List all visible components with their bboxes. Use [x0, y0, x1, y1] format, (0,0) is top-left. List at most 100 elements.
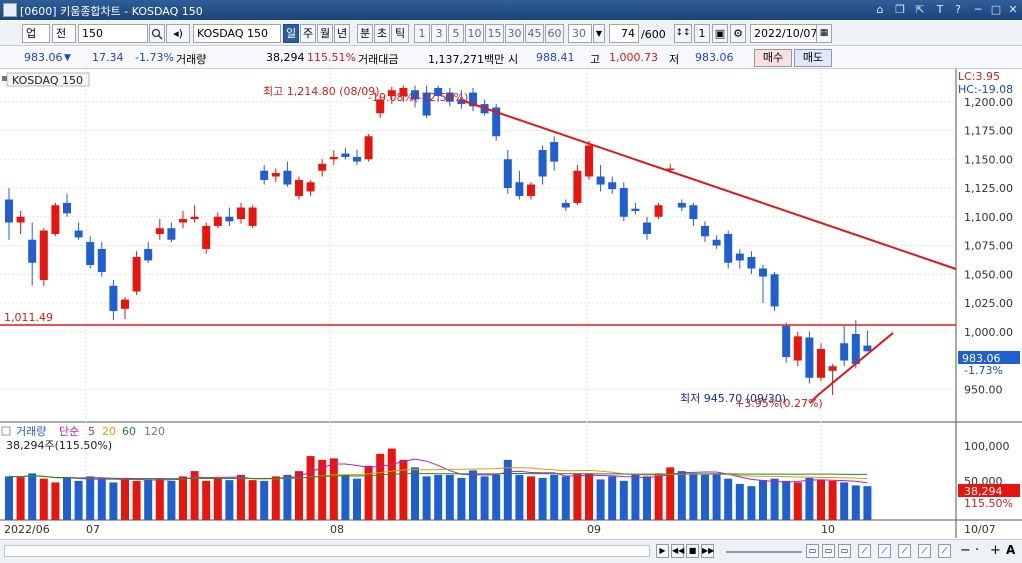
- zoom-slider[interactable]: [726, 551, 802, 553]
- font-icon[interactable]: T: [936, 3, 944, 16]
- scroll-end-icon[interactable]: ▶▶: [701, 544, 714, 558]
- period-button-week[interactable]: 주: [300, 24, 316, 43]
- buy-button[interactable]: 매수: [754, 49, 792, 67]
- candle-body: [654, 205, 663, 217]
- period-button-year[interactable]: 년: [334, 24, 350, 43]
- minute-button-15[interactable]: 15: [485, 24, 504, 43]
- tool-icon-2[interactable]: ⟋: [878, 544, 891, 558]
- search-icon[interactable]: [149, 24, 165, 43]
- candle-body: [144, 248, 153, 261]
- sound-icon[interactable]: ◂): [166, 24, 190, 43]
- minute-button-1[interactable]: 1: [414, 24, 430, 43]
- period-button-minute[interactable]: 분: [357, 24, 373, 43]
- candle-body: [434, 87, 443, 96]
- save-icon[interactable]: ▣: [712, 24, 728, 43]
- volume-bar: [28, 473, 37, 520]
- scroll-start-icon[interactable]: ◀◀: [671, 544, 684, 558]
- tool-icon-1[interactable]: ⟋: [858, 544, 871, 558]
- help-icon[interactable]: ?: [955, 3, 961, 16]
- volume-bar: [422, 476, 431, 520]
- code-input[interactable]: 150: [78, 24, 148, 43]
- chevron-down-icon[interactable]: ▼: [593, 24, 605, 43]
- minute-button-10[interactable]: 10: [465, 24, 484, 43]
- minute-button-45[interactable]: 45: [525, 24, 544, 43]
- restore-icon[interactable]: ❐: [895, 3, 905, 16]
- volume-bar: [51, 482, 60, 520]
- lc-label: LC:3.95: [958, 70, 1000, 83]
- volume-bar: [74, 480, 83, 520]
- layout-icon-1[interactable]: ▭: [806, 544, 819, 558]
- stop-icon[interactable]: ■: [686, 544, 699, 558]
- sell-button[interactable]: 매도: [794, 49, 832, 67]
- candle-body: [132, 257, 141, 292]
- zoom-in-icon[interactable]: +: [990, 543, 1001, 558]
- candle-body: [225, 216, 234, 222]
- low-sub-annotation: +3.95%(0.27%): [735, 397, 823, 410]
- gear-icon[interactable]: ⚙: [730, 24, 746, 43]
- volume-bar: [596, 479, 605, 520]
- candle-body: [341, 153, 350, 157]
- period-button-month[interactable]: 월: [317, 24, 333, 43]
- zoom-icon[interactable]: ↕↕: [674, 24, 692, 43]
- title-bar: [0600] 키움종합차트 - KOSDAQ 150 ⌂ ❐ ⇱ T ? ─ □…: [0, 0, 1022, 20]
- volume-bar: [469, 470, 477, 520]
- x-right-label: 10/07: [964, 523, 996, 536]
- candle-body: [492, 107, 501, 137]
- volume-bar: [585, 473, 593, 520]
- period-button-tick[interactable]: 틱: [391, 24, 409, 43]
- candle-body: [364, 136, 373, 160]
- volume-bar: [237, 474, 245, 520]
- price-chart[interactable]: KOSDAQ 150 최고 1,214.80 (08/09) -19.08%(-…: [0, 69, 1022, 539]
- candle-body: [817, 349, 825, 378]
- horizontal-scrollbar[interactable]: [4, 545, 650, 557]
- home-icon[interactable]: ⌂: [876, 3, 884, 16]
- candle-body: [596, 176, 605, 185]
- maximize-icon[interactable]: □: [990, 3, 1002, 16]
- market-type-select[interactable]: 업: [22, 24, 50, 43]
- layout-icon-3[interactable]: ▭: [838, 544, 851, 558]
- volume-bar: [492, 474, 501, 520]
- reset-zoom-icon[interactable]: ·: [975, 543, 980, 558]
- minute-select[interactable]: 30: [568, 24, 592, 43]
- scroll-right-icon[interactable]: ▶: [656, 544, 669, 558]
- tool-icon-4[interactable]: ⟋: [918, 544, 931, 558]
- volume-bar: [608, 476, 617, 520]
- minute-button-3[interactable]: 3: [431, 24, 447, 43]
- calendar-icon[interactable]: ▦: [816, 24, 832, 43]
- period-button-day[interactable]: 일: [283, 24, 299, 43]
- candle-body: [527, 184, 535, 197]
- minute-button-5[interactable]: 5: [448, 24, 464, 43]
- minute-button-30[interactable]: 30: [505, 24, 524, 43]
- volume-bar: [840, 482, 849, 520]
- stock-name-field[interactable]: KOSDAQ 150: [193, 24, 281, 43]
- date-input[interactable]: 2022/10/07: [750, 24, 818, 43]
- y-tick-label: 1,150.00: [964, 153, 1013, 166]
- popout-icon[interactable]: ⇱: [915, 3, 925, 16]
- volume-bar: [97, 478, 106, 520]
- volume-bar: [851, 485, 860, 520]
- volume-value: 38,294: [266, 51, 305, 64]
- volume-bar: [329, 458, 338, 520]
- period-select[interactable]: 전: [52, 24, 76, 43]
- volume-bar: [863, 486, 872, 520]
- period-button-second[interactable]: 초: [374, 24, 390, 43]
- bar-count-input[interactable]: 74: [609, 24, 639, 43]
- minimize-icon[interactable]: ─: [974, 3, 982, 16]
- volume-bar: [411, 467, 419, 520]
- layout-icon-2[interactable]: ▭: [822, 544, 835, 558]
- trend-line-up[interactable]: [809, 332, 894, 404]
- candle-body: [585, 145, 593, 177]
- volume-bar: [701, 474, 709, 520]
- minute-button-60[interactable]: 60: [545, 24, 564, 43]
- tool-icon-5[interactable]: ⟋: [938, 544, 951, 558]
- trend-line-down[interactable]: [460, 99, 957, 270]
- zoom-fit-icon[interactable]: A: [1006, 543, 1016, 557]
- close-icon[interactable]: ✕: [1008, 3, 1018, 16]
- down-arrow-icon: ▼: [64, 53, 71, 63]
- scale-icon[interactable]: 1: [694, 24, 710, 43]
- volume-bar: [759, 480, 767, 520]
- volume-bar: [643, 476, 651, 520]
- tool-icon-3[interactable]: ⟋: [898, 544, 911, 558]
- zoom-out-icon[interactable]: −: [960, 543, 971, 558]
- volume-ma-20: 20: [102, 425, 116, 438]
